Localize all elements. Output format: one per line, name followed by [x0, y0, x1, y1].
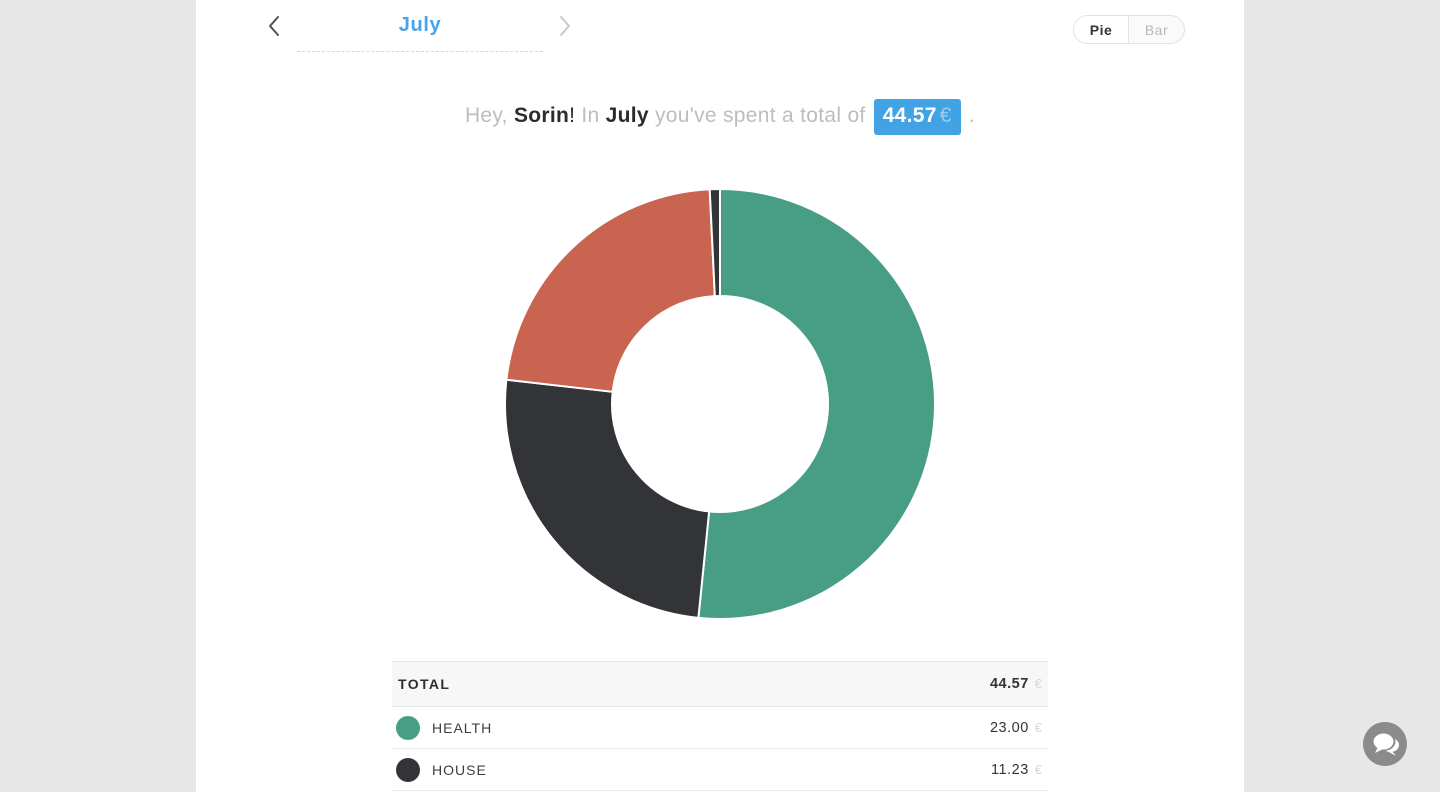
spending-summary-table: TOTAL 44.57 € HEALTH 23.00 € HOUSE 11.23… [392, 661, 1048, 791]
greeting-segment: In [575, 104, 606, 127]
donut-segment-health[interactable] [697, 187, 936, 620]
total-amount: 44.57 [882, 104, 937, 127]
table-row-house[interactable]: HOUSE 11.23 € [392, 749, 1048, 791]
total-row-value: 44.57 € [990, 676, 1042, 692]
table-row-health[interactable]: HEALTH 23.00 € [392, 707, 1048, 749]
chevron-right-icon [558, 15, 573, 40]
category-amount: 11.23 [991, 761, 1029, 778]
greeting-segment: Sorin [513, 104, 570, 127]
total-amount-badge: 44.57 € [873, 99, 961, 135]
category-amount: 23.00 [989, 719, 1029, 736]
main-content: July Pie Bar Hey, Sorin! In July you've … [196, 0, 1244, 792]
donut-segment-unlabeled[interactable] [505, 188, 716, 393]
total-row: TOTAL 44.57 € [392, 661, 1048, 707]
category-label: HEALTH [432, 719, 493, 736]
greeting-segment: you've spent a total of [648, 104, 872, 127]
health-color-bullet [396, 715, 420, 740]
greeting-segments: Hey, Sorin! In July you've spent a total… [465, 104, 872, 127]
total-row-amount: 44.57 [989, 676, 1029, 692]
greeting-segment: Hey, [464, 104, 514, 127]
house-color-bullet [396, 757, 420, 782]
donut-segment-house[interactable] [503, 378, 711, 620]
toggle-pie-button[interactable]: Pie [1074, 16, 1129, 43]
category-value: 11.23 € [991, 762, 1042, 778]
chevron-left-icon [266, 15, 281, 40]
euro-sign: € [1034, 676, 1042, 691]
month-title: July [398, 14, 442, 36]
prev-month-button[interactable] [260, 14, 286, 40]
chat-bubbles-icon [1363, 722, 1407, 769]
month-selector: July [297, 14, 543, 52]
greeting-segment: July [605, 104, 649, 127]
chart-view-toggle: Pie Bar [1073, 15, 1185, 44]
total-row-label: TOTAL [398, 676, 451, 692]
greeting-period: . [968, 104, 976, 127]
category-label: HOUSE [432, 761, 487, 778]
category-value: 23.00 € [990, 720, 1042, 736]
euro-sign: € [1034, 719, 1042, 735]
next-month-button[interactable] [552, 14, 578, 40]
donut-segment-unlabeled[interactable] [708, 187, 721, 298]
spending-donut-chart [502, 186, 938, 627]
greeting-segment: ! [569, 104, 576, 127]
chat-launcher-button[interactable] [1363, 722, 1407, 766]
euro-sign: € [939, 104, 952, 127]
euro-sign: € [1034, 761, 1042, 777]
toggle-bar-button[interactable]: Bar [1129, 16, 1184, 43]
greeting-text: Hey, Sorin! In July you've spent a total… [196, 99, 1244, 135]
